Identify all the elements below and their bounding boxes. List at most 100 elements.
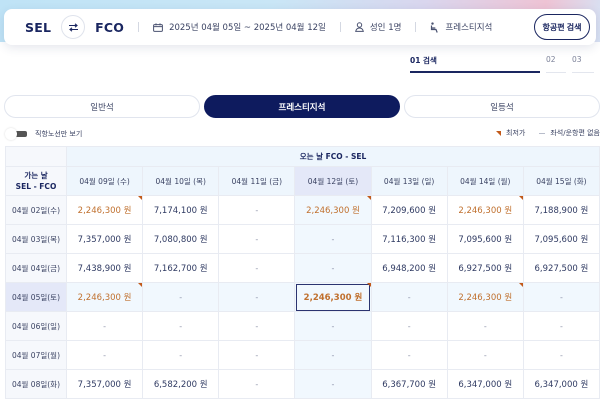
table-row: 04월 02일(수) 2,246,300 원 7,174,100 원 - 2,246,3… [5,195,600,225]
fare-cell-unavailable: - [218,369,296,399]
fare-cell-unavailable: - [65,311,144,341]
fare-price: - [407,292,411,302]
fare-price: 7,209,600 원 [382,206,437,216]
departure-date-header: 04월 02일(수) [5,195,67,225]
step-2: 02 [546,55,566,73]
fare-price: 7,116,300 원 [382,235,437,245]
table-row: 04월 08일(화) 7,357,000 원 6,582,200 원 - - 6,367,… [5,369,600,399]
fare-cell[interactable]: 7,438,900 원 [65,253,144,283]
fare-cell-unavailable: - [142,340,220,370]
fare-cell[interactable]: 6,347,000 원 [522,369,600,399]
fare-price: - [255,350,259,360]
origin-airport[interactable]: SEL [25,19,52,35]
fare-cell[interactable]: 7,162,700 원 [142,253,220,283]
fare-cell-unavailable: - [218,311,296,341]
search-flights-button[interactable]: 항공편 검색 [534,14,590,40]
fare-cell[interactable]: 7,357,000 원 [65,369,144,399]
legend-unavailable: 좌석/운항편 없음 [550,129,600,137]
fare-cell[interactable]: 2,246,300 원 [294,195,372,225]
return-date-header: 04월 09일 (수) [65,166,144,196]
direct-only-toggle[interactable] [5,128,29,140]
fare-cell[interactable]: 6,582,200 원 [142,369,220,399]
fare-price: 2,246,300 원 [458,293,513,303]
passengers-field[interactable]: 성인 1명 [354,21,401,33]
fare-cell[interactable]: 6,367,700 원 [370,369,448,399]
departure-date-header: 04월 08일(화) [5,369,67,399]
route-selector: SEL FCO [25,15,124,39]
departure-date-header: 04월 07일(월) [5,340,67,370]
fare-price: 7,162,700 원 [153,264,208,274]
divider [415,22,417,32]
fare-cell[interactable]: 7,095,600 원 [446,224,524,254]
fare-cell[interactable]: 6,927,500 원 [522,253,600,283]
lowest-price-flag-icon [138,283,143,287]
tab-economy[interactable]: 일반석 [4,95,200,118]
fare-price: 2,246,300 원 [77,206,132,216]
legend: 최저가 좌석/운항편 없음 [496,128,600,138]
return-date-header: 04월 10일 (목) [142,166,220,196]
fare-cell-unavailable: - [522,282,600,312]
fare-price: - [407,321,411,331]
fare-price: - [331,263,335,273]
fare-cell[interactable]: 2,246,300 원 [65,195,144,225]
fare-price: 2,246,300 원 [306,206,360,216]
fare-price: - [331,234,335,244]
fare-cell[interactable]: 7,095,600 원 [522,224,600,254]
table-row: 04월 03일(목) 7,357,000 원 7,080,800 원 - - 7,116,… [5,224,600,254]
fare-price: - [255,205,259,215]
fare-price: 7,095,600 원 [458,235,513,245]
fare-cell[interactable]: 6,347,000 원 [446,369,524,399]
fare-price: 6,927,500 원 [534,264,589,274]
fare-cell-unavailable: - [294,311,372,341]
direct-only-label: 직항노선만 보기 [35,130,83,138]
fare-cell[interactable]: 7,209,600 원 [370,195,448,225]
fare-price: - [483,350,487,360]
fare-price: - [559,350,563,360]
fare-price: 7,095,600 원 [534,235,589,245]
fare-cell-unavailable: - [218,282,296,312]
cabin-class-field[interactable]: 프레스티지석 [430,21,492,33]
fare-price: 6,948,200 원 [382,264,437,274]
fare-cell-unavailable: - [142,282,220,312]
return-date-header: 04월 11일 (금) [218,166,296,196]
fare-price: - [179,292,183,302]
fare-price: 2,246,300 원 [77,293,132,303]
departure-date-header: 04월 05일(토) [5,282,67,312]
fare-cell[interactable]: 6,927,500 원 [446,253,524,283]
table-row: 04월 07일(월) - - - - - - - [5,340,600,370]
fare-price: - [559,292,563,302]
fare-cell[interactable]: 7,188,900 원 [522,195,600,225]
fare-table: 오는 날 FCO - SEL 가는 날 SEL - FCO 04월 09일 (수… [5,146,600,399]
fare-cell[interactable]: 6,948,200 원 [370,253,448,283]
fare-cell[interactable]: 7,174,100 원 [142,195,220,225]
fare-cell[interactable]: 7,080,800 원 [142,224,220,254]
fare-cell[interactable]: 2,246,300 원 [446,282,524,312]
fare-price: 2,246,300 원 [303,293,363,303]
fare-price: - [255,321,259,331]
lowest-price-flag-icon [138,196,143,200]
destination-airport[interactable]: FCO [95,19,125,35]
fare-cell[interactable]: 7,116,300 원 [370,224,448,254]
tab-prestige[interactable]: 프레스티지석 [204,95,400,118]
fare-price: - [255,263,259,273]
swap-airports-button[interactable] [61,15,86,39]
date-range-field[interactable]: 2025년 04월 05일 ~ 2025년 04월 12일 [153,21,326,33]
departure-date-header: 04월 06일(일) [5,311,67,341]
fare-cell[interactable]: 7,357,000 원 [65,224,144,254]
fare-price: - [331,321,335,331]
grid-corner [5,146,67,167]
departure-header: 가는 날 SEL - FCO [5,166,67,196]
calendar-icon [153,22,163,32]
lowest-price-flag-icon [496,130,501,136]
fare-cell-unavailable: - [218,340,296,370]
fare-cell[interactable]: 2,246,300 원 [65,282,144,312]
tab-first[interactable]: 일등석 [404,95,600,118]
fare-price: - [255,292,259,302]
fare-cell[interactable]: 2,246,300 원 [294,282,372,312]
divider [339,22,341,32]
fare-cell-unavailable: - [446,311,524,341]
return-date-header: 04월 12일 (토) [294,166,372,196]
fare-cell[interactable]: 2,246,300 원 [446,195,524,225]
fare-table-body: 04월 02일(수) 2,246,300 원 7,174,100 원 - 2,246,3… [5,195,600,399]
return-date-header: 04월 14일 (월) [446,166,524,196]
